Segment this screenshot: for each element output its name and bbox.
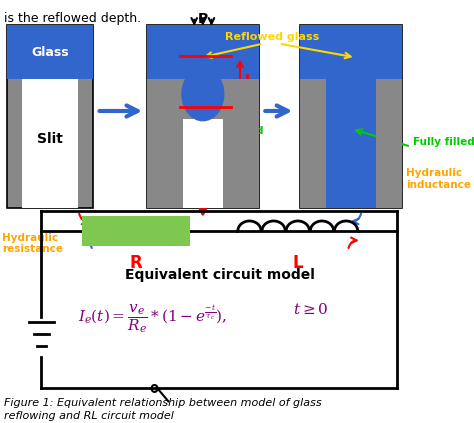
Bar (22, 79, 78, 208)
Bar (301, 25, 402, 79)
Bar (7, 25, 93, 79)
Text: reflowing and RL circuit model: reflowing and RL circuit model (4, 411, 174, 421)
Bar (376, 79, 402, 208)
Text: is the reflowed depth.: is the reflowed depth. (4, 12, 141, 25)
Bar (7, 25, 93, 208)
Text: R: R (129, 254, 142, 272)
Bar (147, 25, 259, 208)
Text: l: l (244, 74, 249, 89)
Text: Unfilled: Unfilled (215, 126, 264, 136)
Text: Figure 1: Equivalent relationship between model of glass: Figure 1: Equivalent relationship betwee… (4, 398, 322, 408)
Text: Hydraulic
resistance: Hydraulic resistance (2, 233, 63, 255)
Text: Silicon: Silicon (27, 182, 73, 195)
Text: Glass: Glass (31, 46, 69, 59)
Bar (326, 79, 376, 208)
Bar (301, 79, 326, 208)
Text: Hydraulic
inductance: Hydraulic inductance (406, 168, 471, 190)
Text: P: P (198, 12, 208, 26)
Text: $I_e(t)=\dfrac{v_e}{R_e}*\left(1-e^{\frac{-t}{\tau_c}}\right),$: $I_e(t)=\dfrac{v_e}{R_e}*\left(1-e^{\fra… (78, 302, 227, 335)
Ellipse shape (181, 67, 224, 121)
Bar (223, 79, 259, 208)
Text: Slit: Slit (37, 132, 63, 146)
Text: Reflowed glass: Reflowed glass (225, 32, 319, 42)
Text: a: a (163, 146, 173, 162)
Bar (82, 216, 190, 246)
Text: $t\geq 0$: $t\geq 0$ (293, 302, 329, 317)
Bar (147, 25, 259, 79)
Text: L: L (292, 254, 303, 272)
Text: Equivalent circuit model: Equivalent circuit model (125, 268, 315, 282)
Bar (301, 25, 402, 208)
Text: Fully filled: Fully filled (412, 137, 474, 147)
Bar (183, 119, 223, 208)
Bar (147, 79, 183, 208)
